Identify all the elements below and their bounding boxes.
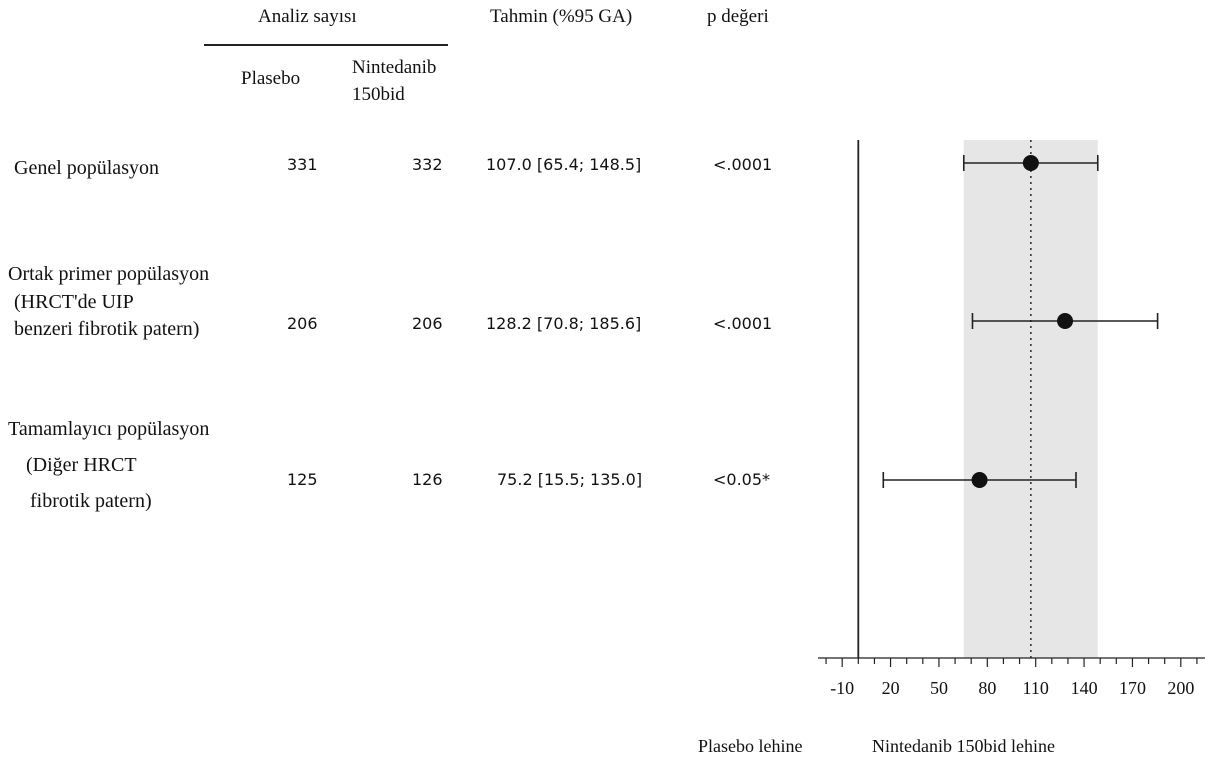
estimate-marker <box>971 472 988 488</box>
row2-nintedanib-n: 206 <box>412 314 443 333</box>
x-tick-label: 200 <box>1167 678 1194 698</box>
x-tick-label: 110 <box>1023 678 1049 698</box>
x-tick-label: 170 <box>1119 678 1146 698</box>
row3-plasebo-n: 125 <box>287 470 318 489</box>
header-nintedanib-line2: 150bid <box>352 84 405 105</box>
estimate-marker <box>1057 313 1074 329</box>
header-p-degeri: p değeri <box>707 6 769 27</box>
estimate-marker <box>1022 155 1039 171</box>
header-plasebo: Plasebo <box>241 68 301 89</box>
row3-label-line3: fibrotik patern) <box>30 490 152 512</box>
row3-label-line1: Tamamlayıcı popülasyon <box>8 418 210 440</box>
row3-p-value: <0.05* <box>713 470 771 489</box>
row2-estimate: 128.2 [70.8; 185.6] <box>486 314 642 333</box>
row1-label: Genel popülasyon <box>14 157 159 179</box>
x-tick-label: 50 <box>930 678 948 698</box>
row2-label-line1: Ortak primer popülasyon <box>8 263 210 285</box>
x-tick-label: -10 <box>830 678 854 698</box>
row1-plasebo-n: 331 <box>287 155 318 174</box>
footer-plasebo-lehine: Plasebo lehine <box>698 736 803 756</box>
row3-nintedanib-n: 126 <box>412 470 443 489</box>
row1-estimate: 107.0 [65.4; 148.5] <box>486 155 642 174</box>
row2-plasebo-n: 206 <box>287 314 318 333</box>
header-nintedanib-line1: Nintedanib <box>352 57 437 78</box>
footer-nintedanib-lehine: Nintedanib 150bid lehine <box>872 736 1055 756</box>
header-tahmin: Tahmin (%95 GA) <box>490 6 633 27</box>
row2-label-line2: (HRCT'de UIP <box>14 291 134 313</box>
row2-p-value: <.0001 <box>713 314 773 333</box>
row1-p-value: <.0001 <box>713 155 773 174</box>
x-tick-label: 140 <box>1071 678 1098 698</box>
row3-estimate: 75.2 [15.5; 135.0] <box>497 470 643 489</box>
row3-label-line2: (Diğer HRCT <box>26 454 137 476</box>
row1-nintedanib-n: 332 <box>412 155 443 174</box>
header-divider <box>204 44 448 46</box>
x-tick-label: 80 <box>978 678 996 698</box>
header-analiz-sayisi: Analiz sayısı <box>258 6 357 27</box>
row2-label-line3: benzeri fibrotik patern) <box>14 318 200 340</box>
x-tick-label: 20 <box>882 678 900 698</box>
